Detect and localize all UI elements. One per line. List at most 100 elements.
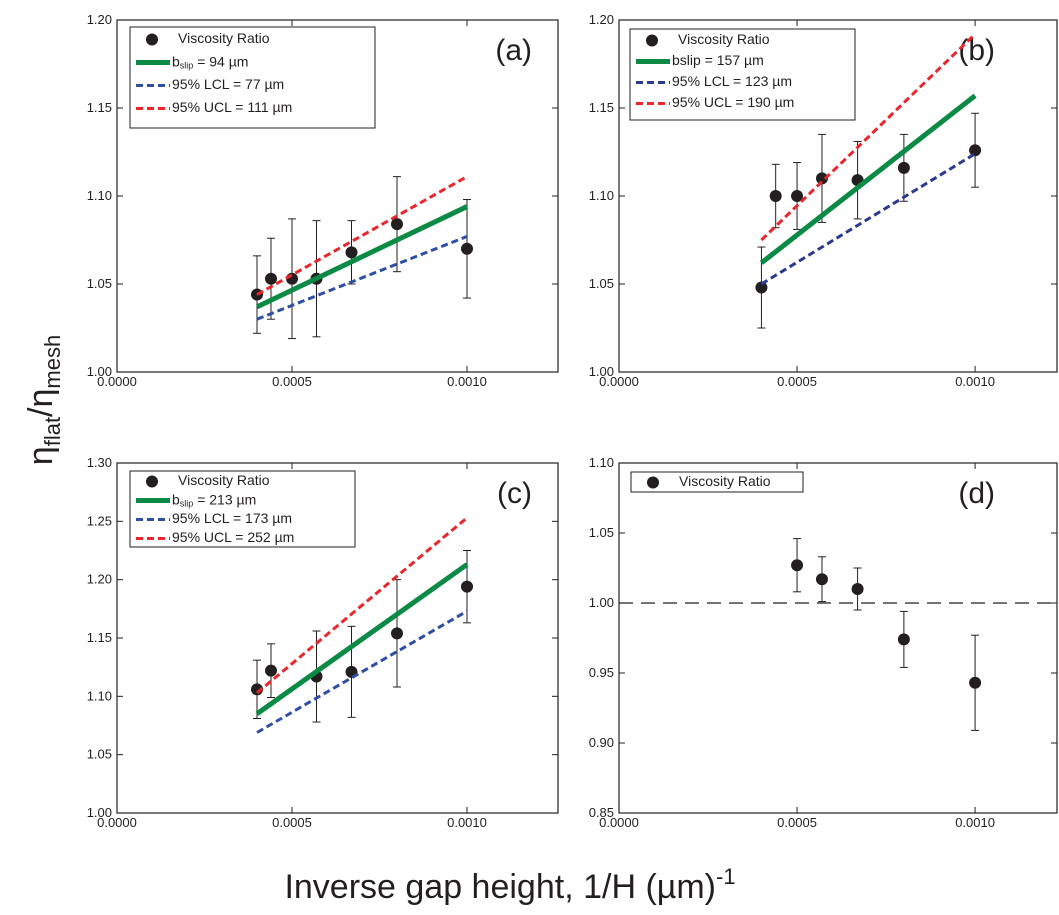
x-label-part: Inverse gap height, 1/H (µm) [284,868,716,906]
y-tick-label: 1.05 [589,276,614,291]
y-label-part: η [22,446,60,465]
legend-label: Viscosity Ratio [679,473,771,489]
y-tick-label: 1.30 [87,455,112,470]
y-tick-label: 1.05 [589,525,614,540]
y-tick-label: 1.20 [589,12,614,27]
x-axis-label: Inverse gap height, 1/H (µm)-1 [284,864,735,906]
y-tick-label: 1.10 [87,188,112,203]
y-axis-label: ηflat/ηmesh [22,335,65,465]
panel: 1.00 1.05 1.10 1.15 1.20 0.0000 0.0005 0.0010 (a… [87,12,559,389]
y-tick-label: 1.20 [87,12,112,27]
y-tick-label: 0.85 [589,805,614,820]
x-tick-label: 0.0005 [272,815,312,830]
data-point [391,627,403,640]
y-tick-label: 1.05 [87,276,112,291]
x-tick-label: 0.0000 [599,374,639,389]
data-point [345,246,358,259]
data-point [897,161,910,174]
legend-marker [646,34,658,47]
data-point [897,633,910,646]
y-label-part: /η [22,389,60,417]
y-tick-label: 0.90 [589,735,614,750]
legend-marker [146,33,158,46]
legend-box [629,28,856,121]
legend-label: 95% LCL = 173 µm [172,510,292,526]
fit-line [759,93,977,265]
data-point [815,573,828,586]
fit-line [256,609,468,734]
x-label-sup: -1 [716,864,736,889]
legend-label: bslip = 94 µm [172,53,248,71]
legend-label-sub: slip [180,61,194,71]
x-tick-label: 0.0005 [777,815,817,830]
data-point [251,683,263,696]
data-point [851,583,864,595]
legend-box [129,26,376,129]
fit-line [255,562,469,716]
plot-frame [116,19,559,373]
data-point [755,281,768,294]
x-tick-label: 0.0010 [955,815,995,830]
fit-line [256,516,468,694]
legend-label: 95% UCL = 111 µm [172,99,292,115]
y-label-sub: flat [40,417,65,446]
x-tick-label: 0.0010 [447,374,487,389]
y-tick-label: 1.15 [87,630,112,645]
x-tick-label: 0.0005 [272,374,312,389]
legend-box [630,471,804,493]
y-tick-label: 1.15 [87,100,112,115]
y-tick-label: 1.05 [87,747,112,762]
data-point [265,272,277,285]
legend-label: Viscosity Ratio [178,472,270,488]
data-point [461,242,473,255]
legend-label: Viscosity Ratio [178,30,270,46]
fit-line [256,175,468,296]
data-point [265,664,277,677]
y-tick-label: 0.95 [589,665,614,680]
y-tick-label: 1.25 [87,513,112,528]
x-tick-label: 0.0000 [97,815,137,830]
y-tick-label: 1.15 [589,100,614,115]
data-point [815,172,828,185]
data-point [969,144,982,157]
legend-label: 95% LCL = 123 µm [672,73,792,89]
y-tick-label: 1.00 [87,364,112,379]
y-tick-label: 1.00 [87,805,112,820]
y-tick-label: 1.10 [589,188,614,203]
panel: 0.85 0.90 0.95 1.00 1.05 1.10 0.0000 0.0005 0.00… [589,455,1058,830]
panel: 1.00 1.05 1.10 1.15 1.20 0.0000 0.0005 0.0010 (b… [589,12,1058,389]
legend-label-part: = 94 µm [193,53,248,69]
x-tick-label: 0.0005 [777,374,817,389]
fit-line [256,235,468,321]
legend-label: Viscosity Ratio [678,31,770,47]
panel: 1.00 1.05 1.10 1.15 1.20 1.25 1.30 0.0000 0.0005… [87,455,559,830]
fit-line [760,152,976,286]
fit-line [255,204,469,310]
data-point [391,218,403,231]
fit-line [760,32,977,242]
legend-label: 95% LCL = 77 µm [172,76,284,92]
x-tick-label: 0.0000 [97,374,137,389]
legend-label: bslip = 213 µm [172,491,256,509]
panel-label: (d) [958,477,995,510]
panel-label: (b) [958,34,995,67]
data-point [769,190,782,202]
panel-label: (c) [497,477,532,510]
y-tick-label: 1.20 [87,572,112,587]
x-tick-label: 0.0010 [955,374,995,389]
y-tick-label: 1.00 [589,364,614,379]
panel-label: (a) [495,34,532,67]
legend-label-sub: slip [180,499,194,509]
y-tick-label: 1.00 [589,595,614,610]
data-point [461,580,473,593]
plot-frame [618,462,1058,814]
x-tick-label: 0.0000 [599,815,639,830]
legend-label: 95% UCL = 252 µm [172,529,294,545]
data-point [791,559,804,572]
y-label-sub: mesh [40,335,65,389]
legend-marker [146,475,158,488]
legend-label-part: b [172,491,180,507]
legend-marker [647,476,659,489]
x-tick-label: 0.0010 [447,815,487,830]
